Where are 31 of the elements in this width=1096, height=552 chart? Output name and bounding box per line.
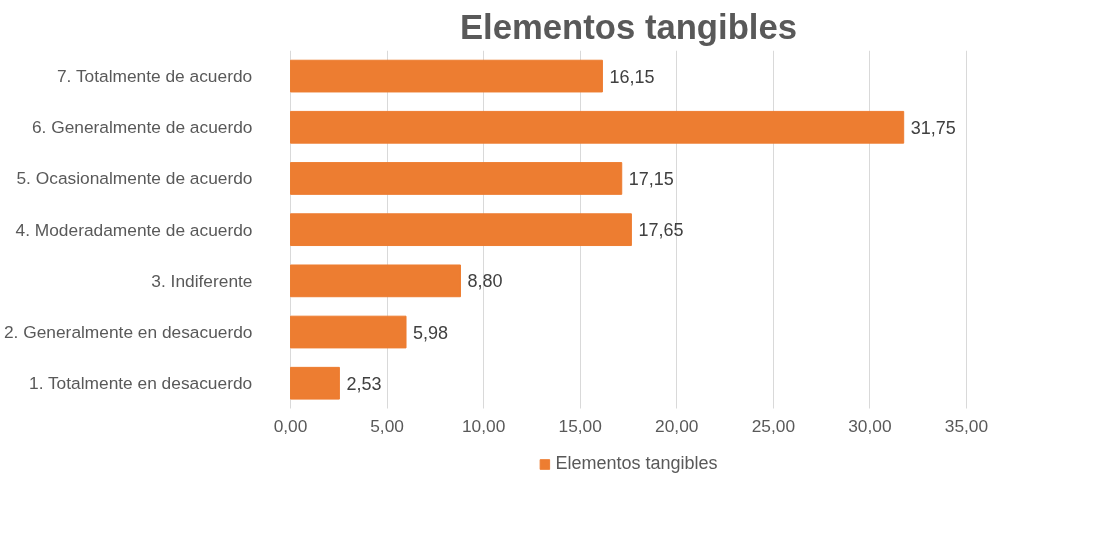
x-tick-label: 30,00	[848, 415, 892, 436]
y-tick-label: 4. Moderadamente de acuerdo	[15, 219, 253, 240]
data-label: 31,75	[910, 117, 956, 138]
y-tick-label: 5. Ocasionalmente de acuerdo	[16, 168, 253, 189]
legend-label: Elementos tangibles	[555, 453, 718, 474]
y-tick-label: 3. Indiferente	[151, 270, 253, 291]
bar	[290, 162, 623, 195]
y-tick-label: 6. Generalmente de acuerdo	[31, 117, 253, 138]
data-label: 17,15	[628, 168, 674, 189]
bar	[290, 59, 603, 93]
bar	[290, 366, 340, 400]
x-tick-label: 10,00	[461, 415, 506, 436]
bar	[290, 110, 905, 144]
data-label: 17,65	[638, 220, 684, 241]
x-tick-label: 5,00	[370, 415, 404, 436]
data-label: 16,15	[609, 66, 655, 87]
data-label: 8,80	[467, 271, 503, 292]
data-label: 2,53	[346, 373, 382, 394]
x-tick-label: 35,00	[944, 415, 989, 436]
y-tick-label: 2. Generalmente en desacuerdo	[3, 322, 253, 343]
x-tick-label: 0,00	[273, 415, 308, 436]
y-tick-label: 1. Totalmente en desacuerdo	[29, 373, 253, 394]
chart-title: Elementos tangibles	[459, 7, 798, 46]
bar	[290, 264, 461, 298]
data-label: 5,98	[413, 322, 449, 343]
bar	[290, 213, 632, 247]
x-tick-label: 20,00	[655, 415, 699, 436]
x-tick-label: 15,00	[558, 415, 602, 436]
x-tick-label: 25,00	[751, 415, 796, 436]
bar	[290, 315, 407, 349]
y-tick-label: 7. Totalmente de acuerdo	[56, 66, 253, 87]
